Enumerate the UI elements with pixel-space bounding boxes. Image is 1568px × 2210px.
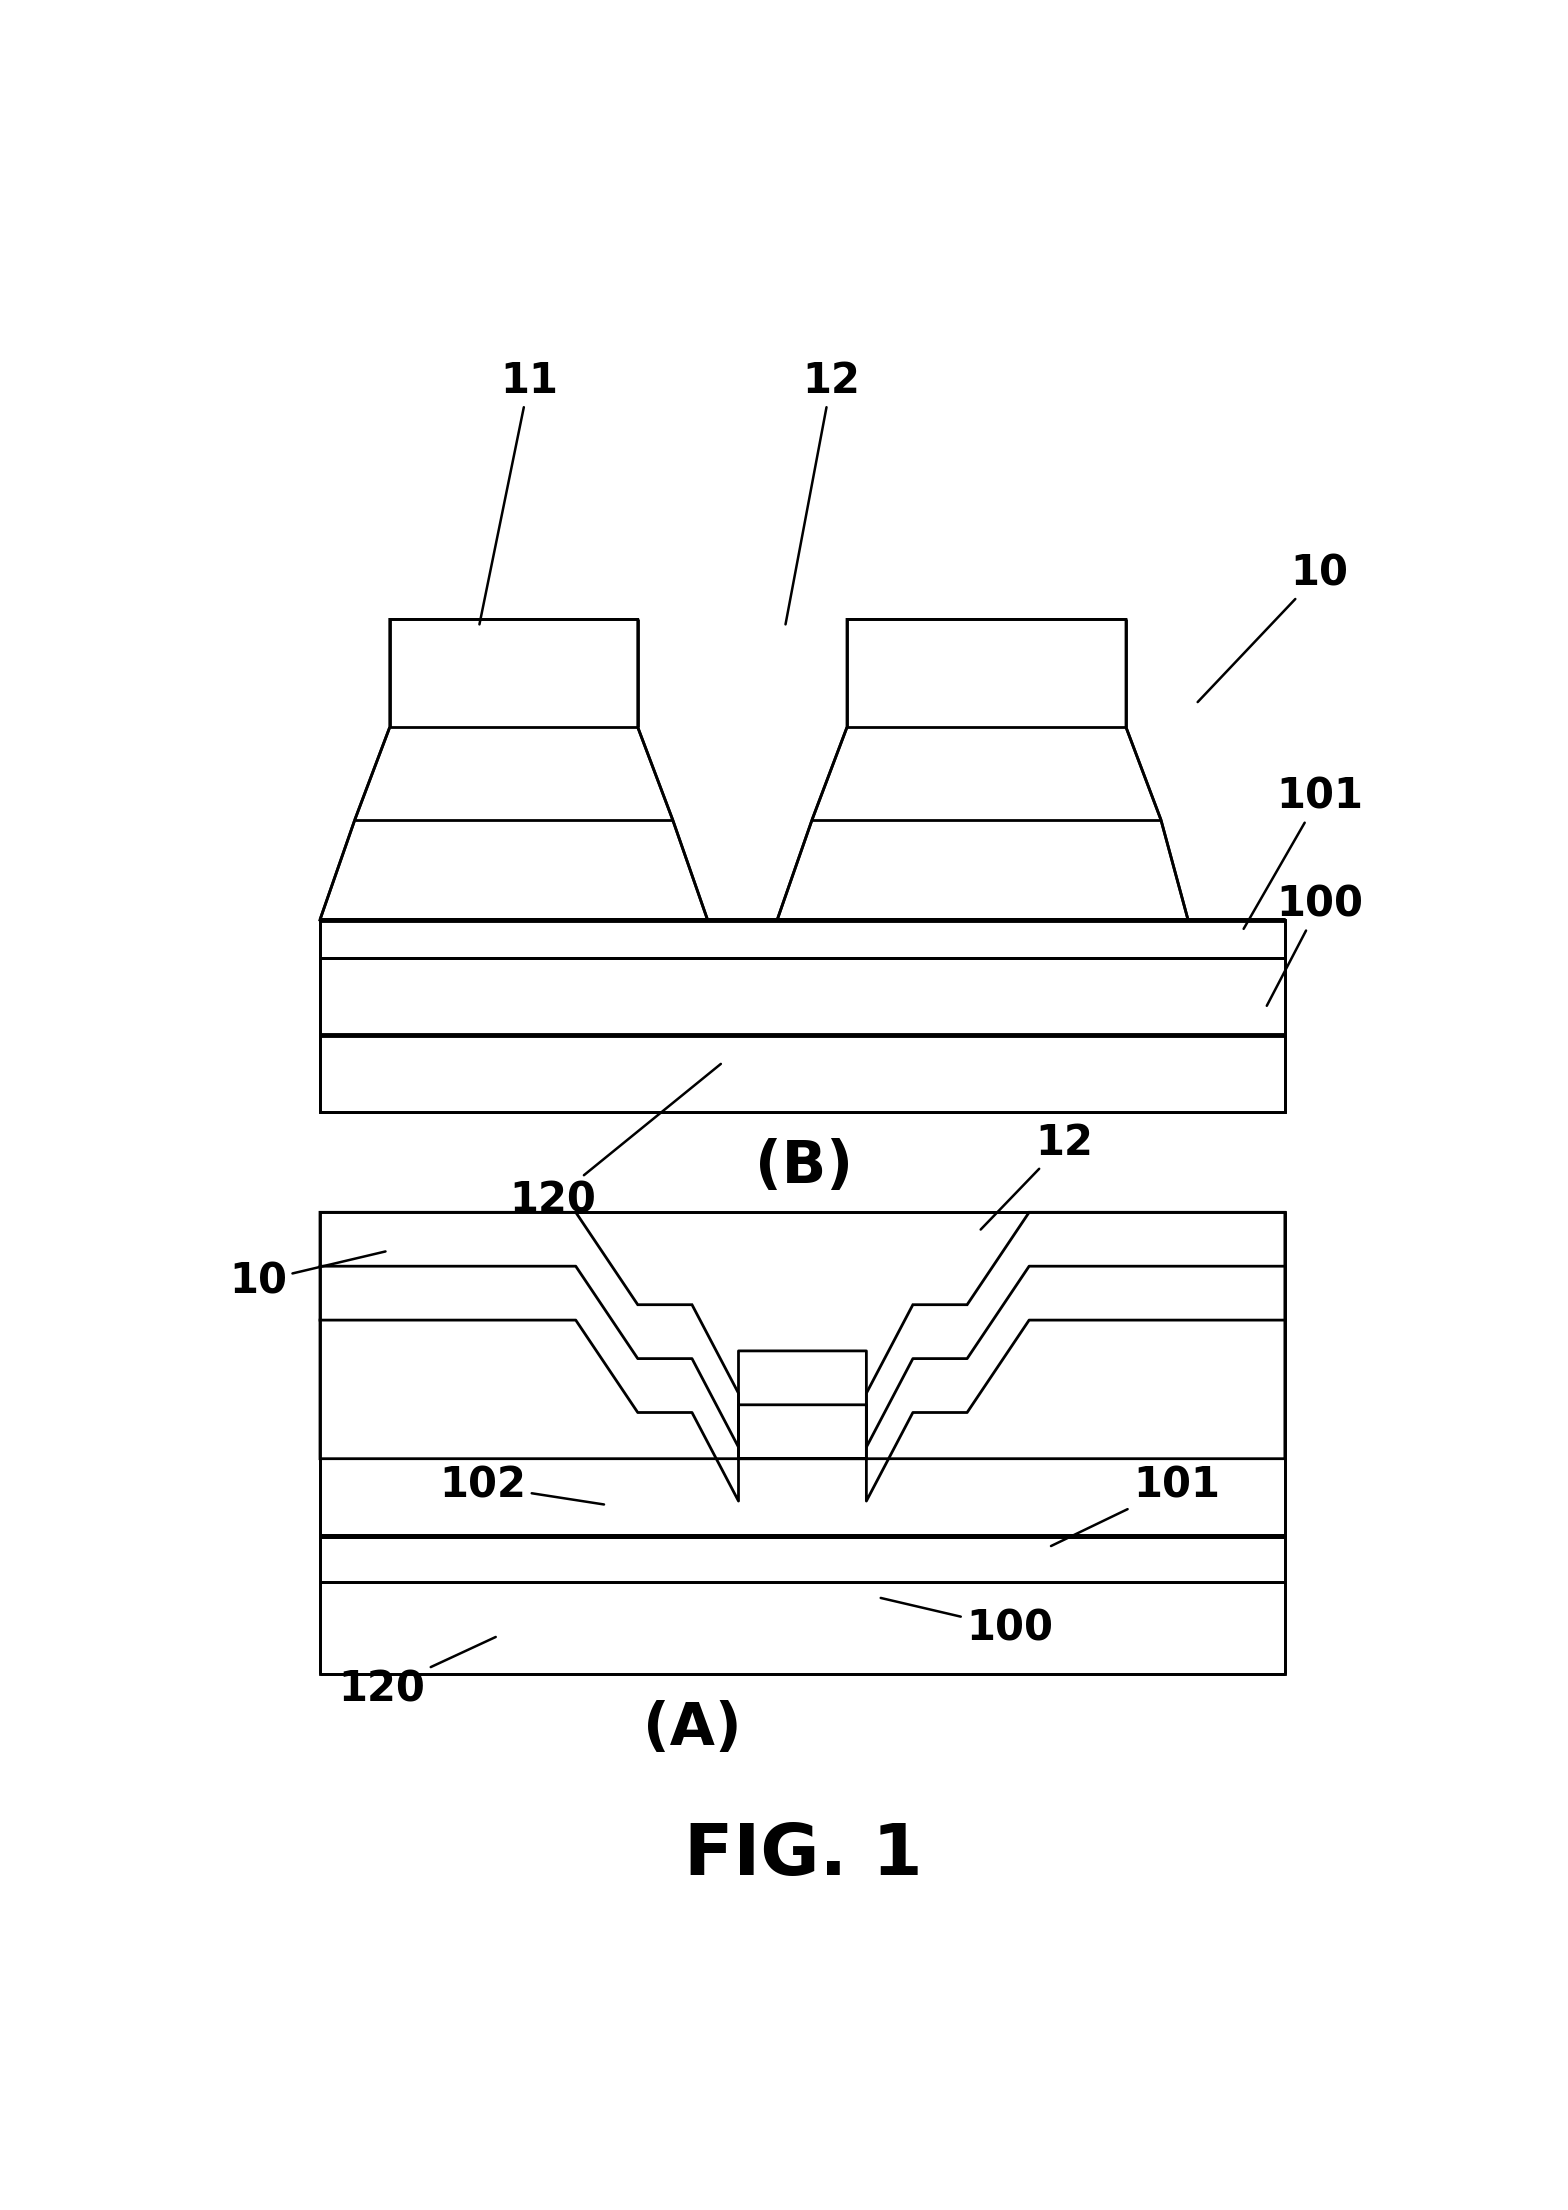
Text: 100: 100 <box>881 1598 1054 1649</box>
Text: 12: 12 <box>786 360 861 625</box>
Text: 10: 10 <box>229 1251 386 1302</box>
Text: (A): (A) <box>643 1699 742 1757</box>
Text: 100: 100 <box>1267 884 1363 1006</box>
Polygon shape <box>320 959 1284 1112</box>
Text: 101: 101 <box>1243 776 1363 928</box>
Polygon shape <box>778 619 1189 919</box>
Polygon shape <box>320 1213 1284 1459</box>
Text: 10: 10 <box>1198 552 1348 703</box>
Text: (B): (B) <box>754 1138 853 1196</box>
Polygon shape <box>320 619 707 919</box>
Text: 11: 11 <box>480 360 558 625</box>
Polygon shape <box>320 1213 1284 1675</box>
Polygon shape <box>320 919 1284 959</box>
Text: 102: 102 <box>439 1465 604 1507</box>
Polygon shape <box>320 959 1284 1112</box>
Text: 101: 101 <box>1051 1465 1220 1547</box>
Text: 12: 12 <box>980 1123 1093 1229</box>
Text: 120: 120 <box>339 1638 495 1711</box>
Text: 120: 120 <box>510 1063 721 1222</box>
Polygon shape <box>320 919 1284 959</box>
Text: FIG. 1: FIG. 1 <box>684 1821 924 1890</box>
